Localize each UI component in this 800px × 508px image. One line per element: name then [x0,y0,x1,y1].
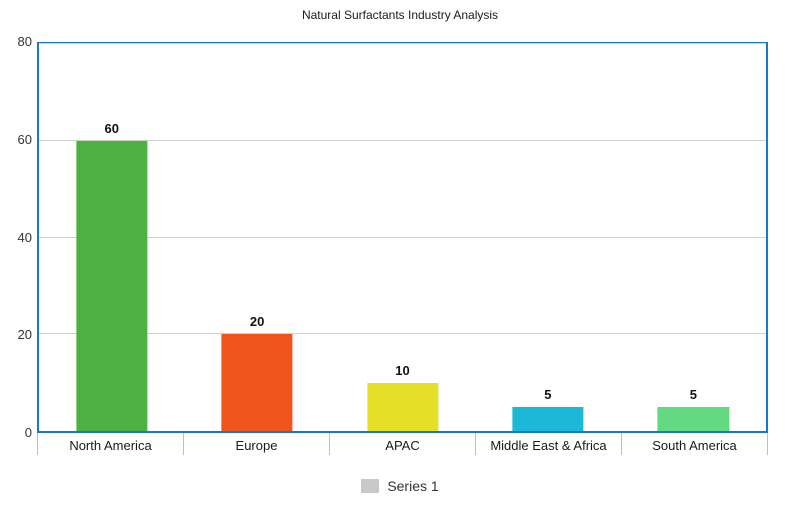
bar-value-label: 20 [249,314,265,330]
bar-middle-east-africa[interactable] [512,406,584,431]
x-axis: North America Europe APAC Middle East & Afr… [37,433,768,455]
bar-value-label: 5 [544,386,552,402]
chart-title: Natural Surfactants Industry Analysis [301,8,499,22]
legend[interactable]: Series 1 [0,478,800,494]
x-axis-category-label: North America [38,433,184,455]
y-axis: 0 20 40 60 80 [6,34,32,440]
legend-swatch-icon [361,479,380,493]
bar-apac[interactable] [366,382,439,431]
bar-value-label: 10 [395,362,410,378]
bar-south-america[interactable] [657,406,729,431]
x-axis-category-label: APAC [330,433,476,455]
gridline [39,333,766,335]
y-axis-tick-label: 40 [17,229,32,245]
x-axis-category-label: South America [622,433,768,455]
plot-area[interactable]: 60 20 10 5 5 [37,42,768,433]
bar-column: 60 [39,44,184,431]
bar-column: 20 [184,44,329,431]
y-axis-tick-label: 0 [24,425,32,440]
bar-north-america[interactable] [76,140,148,431]
gridline [39,43,766,44]
x-axis-category-label: Middle East & Africa [476,433,622,455]
x-axis-category-label: Europe [184,433,330,455]
bar-europe[interactable] [221,334,293,431]
y-axis-tick-label: 20 [17,327,32,343]
legend-label: Series 1 [387,478,439,494]
gridline [39,139,766,141]
gridline [39,236,766,238]
y-axis-tick-label: 60 [17,131,32,147]
y-axis-tick-label: 80 [17,34,32,49]
bar-value-label: 60 [104,120,119,136]
bar-column: 10 [330,44,475,431]
bar-value-label: 5 [689,386,697,402]
bars-container: 60 20 10 5 5 [39,44,766,431]
bar-column: 5 [475,44,620,431]
bar-column: 5 [621,44,766,431]
